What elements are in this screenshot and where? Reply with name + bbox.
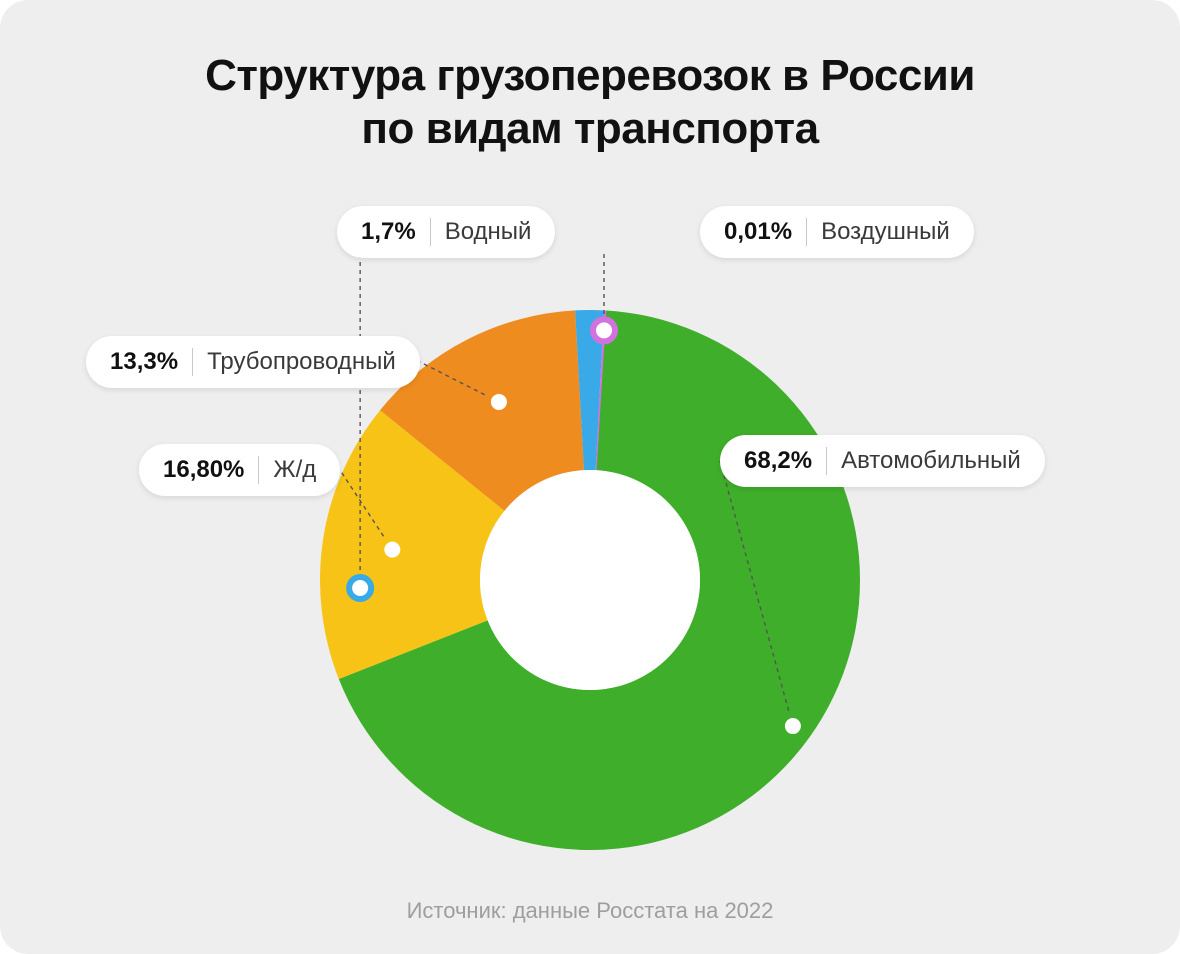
label-pct-rail: 16,80% xyxy=(163,456,244,484)
label-sep xyxy=(806,218,807,246)
label-name-air: Воздушный xyxy=(821,218,950,246)
label-pill-auto: 68,2% Автомобильный xyxy=(720,435,1045,487)
label-pill-water: 1,7% Водный xyxy=(337,206,555,258)
marker-auto xyxy=(782,715,804,737)
label-pill-rail: 16,80% Ж/д xyxy=(139,444,340,496)
label-sep xyxy=(826,447,827,475)
chart-card: Структура грузоперевозок в России по вид… xyxy=(0,0,1180,954)
label-pill-air: 0,01% Воздушный xyxy=(700,206,974,258)
label-sep xyxy=(430,218,431,246)
label-name-rail: Ж/д xyxy=(273,456,316,484)
label-pct-pipeline: 13,3% xyxy=(110,348,178,376)
marker-pipeline xyxy=(488,391,510,413)
marker-air xyxy=(593,319,615,341)
marker-rail xyxy=(381,539,403,561)
label-sep xyxy=(258,456,259,484)
source-text: Источник: данные Росстата на 2022 xyxy=(0,898,1180,924)
label-name-water: Водный xyxy=(445,218,532,246)
label-sep xyxy=(192,348,193,376)
donut-chart: 68,2% Автомобильный 16,80% Ж/д 13,3% Трубопро… xyxy=(0,0,1180,954)
marker-water xyxy=(349,577,371,599)
label-pct-auto: 68,2% xyxy=(744,447,812,475)
label-name-pipeline: Трубопроводный xyxy=(207,348,396,376)
donut-hole xyxy=(480,470,700,690)
label-pct-water: 1,7% xyxy=(361,218,416,246)
label-name-auto: Автомобильный xyxy=(841,447,1021,475)
label-pct-air: 0,01% xyxy=(724,218,792,246)
label-pill-pipeline: 13,3% Трубопроводный xyxy=(86,336,420,388)
